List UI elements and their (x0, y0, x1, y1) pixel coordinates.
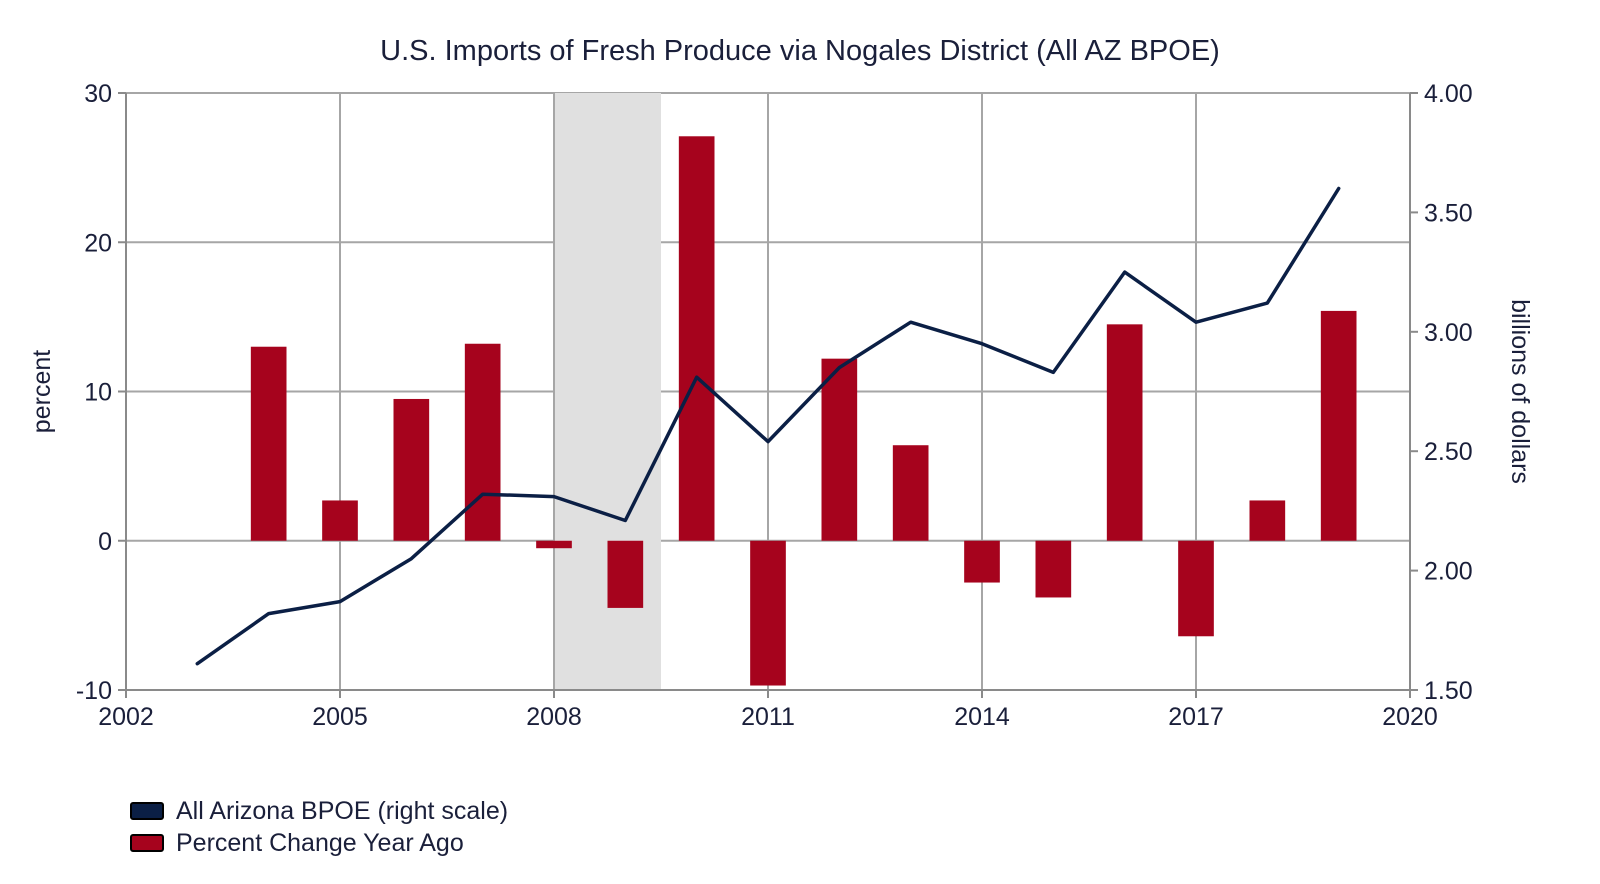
x-tick-label: 2017 (1168, 703, 1224, 731)
bar (750, 540, 786, 686)
legend: All Arizona BPOE (right scale) Percent C… (130, 795, 508, 859)
line-layer (195, 186, 1341, 666)
x-tick-label: 2002 (98, 703, 154, 731)
left-tick-label: 10 (84, 379, 112, 407)
left-tick-label: 30 (84, 80, 112, 108)
y-axis-label-left: percent (28, 350, 56, 433)
axes-layer (118, 92, 1418, 698)
legend-swatch-line (130, 802, 164, 820)
x-tick-label: 2008 (526, 703, 582, 731)
bar (1106, 324, 1143, 541)
right-tick-label: 3.50 (1424, 199, 1473, 227)
right-tick-label: 1.50 (1424, 677, 1473, 705)
legend-item-line: All Arizona BPOE (right scale) (130, 795, 508, 827)
bar (607, 540, 644, 608)
x-tick-label: 2020 (1382, 703, 1438, 731)
series-line (195, 186, 1341, 666)
x-tick-label: 2014 (954, 703, 1010, 731)
bar (1320, 310, 1357, 541)
bar (1035, 540, 1072, 598)
bar (964, 540, 1000, 583)
bar (322, 500, 358, 541)
bar (1249, 500, 1286, 541)
right-tick-label: 4.00 (1424, 80, 1473, 108)
right-tick-label: 2.50 (1424, 438, 1473, 466)
x-tick-label: 2011 (741, 703, 795, 731)
bar (678, 136, 715, 541)
bar (1178, 540, 1214, 637)
bar (892, 445, 929, 541)
bar (393, 398, 430, 541)
left-tick-label: -10 (76, 677, 112, 705)
legend-swatch-bars (130, 834, 164, 852)
legend-label-bars: Percent Change Year Ago (176, 828, 464, 857)
right-tick-label: 2.00 (1424, 558, 1473, 586)
bars-layer (250, 136, 1357, 686)
bar (821, 358, 858, 541)
bar (536, 540, 572, 549)
text-layer: 30 20 10 0 -10 4.00 3.50 3.00 2.50 2.00 1.50 2002 20… (28, 35, 1534, 731)
bar (250, 346, 287, 541)
chart-title: U.S. Imports of Fresh Produce via Nogale… (380, 35, 1220, 67)
left-tick-label: 0 (98, 528, 112, 556)
right-tick-label: 3.00 (1424, 319, 1473, 347)
legend-label-line: All Arizona BPOE (right scale) (176, 796, 509, 825)
y-axis-label-right: billions of dollars (1506, 299, 1534, 484)
left-tick-label: 20 (84, 229, 112, 257)
legend-item-bars: Percent Change Year Ago (130, 827, 508, 859)
x-tick-label: 2005 (312, 703, 368, 731)
bar (464, 343, 501, 541)
